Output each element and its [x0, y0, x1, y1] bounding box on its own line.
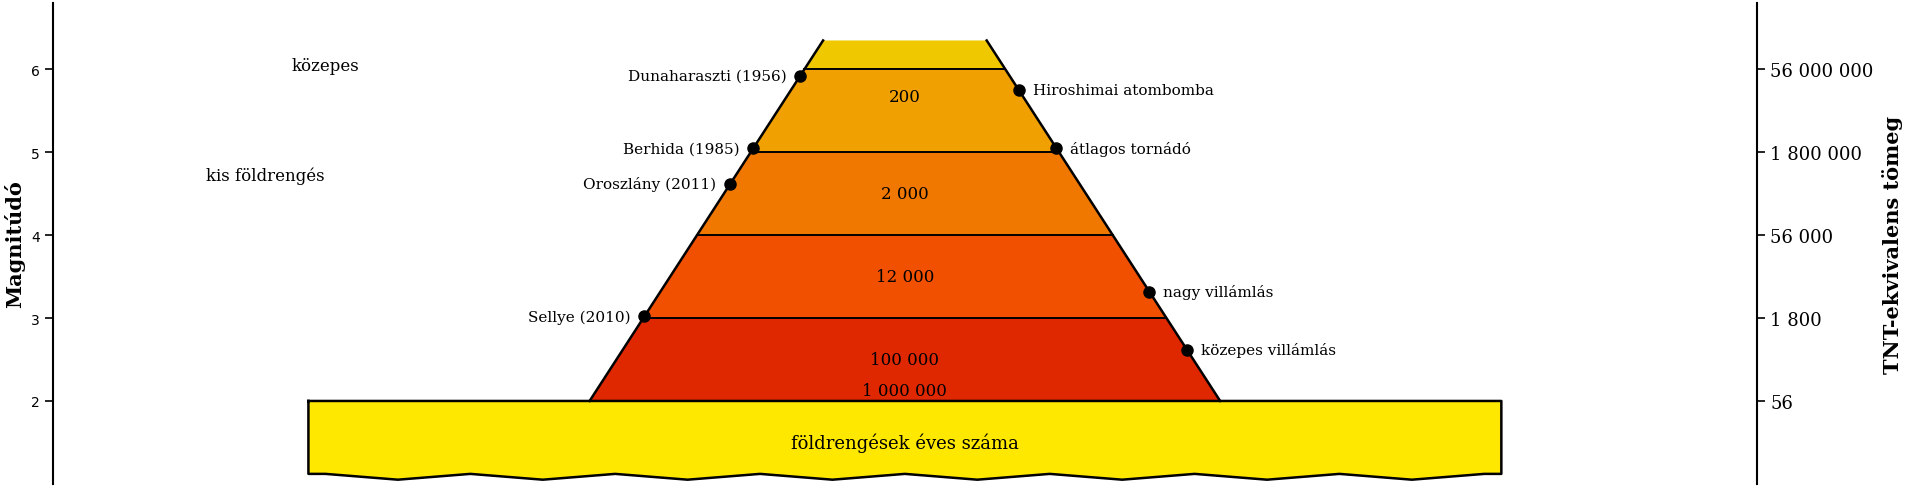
Y-axis label: TNT-ekvivalens tömeg: TNT-ekvivalens tömeg	[1882, 115, 1903, 373]
Text: 1 000 000: 1 000 000	[862, 382, 948, 399]
Text: Berhida (1985): Berhida (1985)	[624, 142, 740, 156]
Text: 2 000: 2 000	[881, 186, 929, 203]
Text: Dunaharaszti (1956): Dunaharaszti (1956)	[627, 70, 786, 84]
Polygon shape	[589, 319, 1220, 401]
Text: közepes: közepes	[292, 58, 359, 75]
Text: Oroszlány (2011): Oroszlány (2011)	[584, 177, 717, 192]
Text: Sellye (2010): Sellye (2010)	[528, 309, 631, 324]
Polygon shape	[309, 401, 1501, 480]
Text: Hiroshimai atombomba: Hiroshimai atombomba	[1032, 84, 1213, 98]
Y-axis label: Magnitúdó: Magnitúdó	[4, 180, 25, 308]
Text: 200: 200	[889, 89, 921, 106]
Text: közepes villámlás: közepes villámlás	[1201, 343, 1335, 357]
Text: nagy villámlás: nagy villámlás	[1163, 285, 1274, 300]
Polygon shape	[805, 41, 1005, 70]
Text: 12 000: 12 000	[875, 268, 934, 285]
Polygon shape	[751, 70, 1058, 153]
Polygon shape	[643, 236, 1167, 319]
Text: földrengések éves száma: földrengések éves száma	[791, 433, 1018, 452]
Text: 100 000: 100 000	[870, 351, 940, 368]
Text: kis földrengés: kis földrengés	[206, 167, 324, 185]
Polygon shape	[696, 153, 1114, 236]
Text: átlagos tornádó: átlagos tornádó	[1070, 142, 1192, 156]
